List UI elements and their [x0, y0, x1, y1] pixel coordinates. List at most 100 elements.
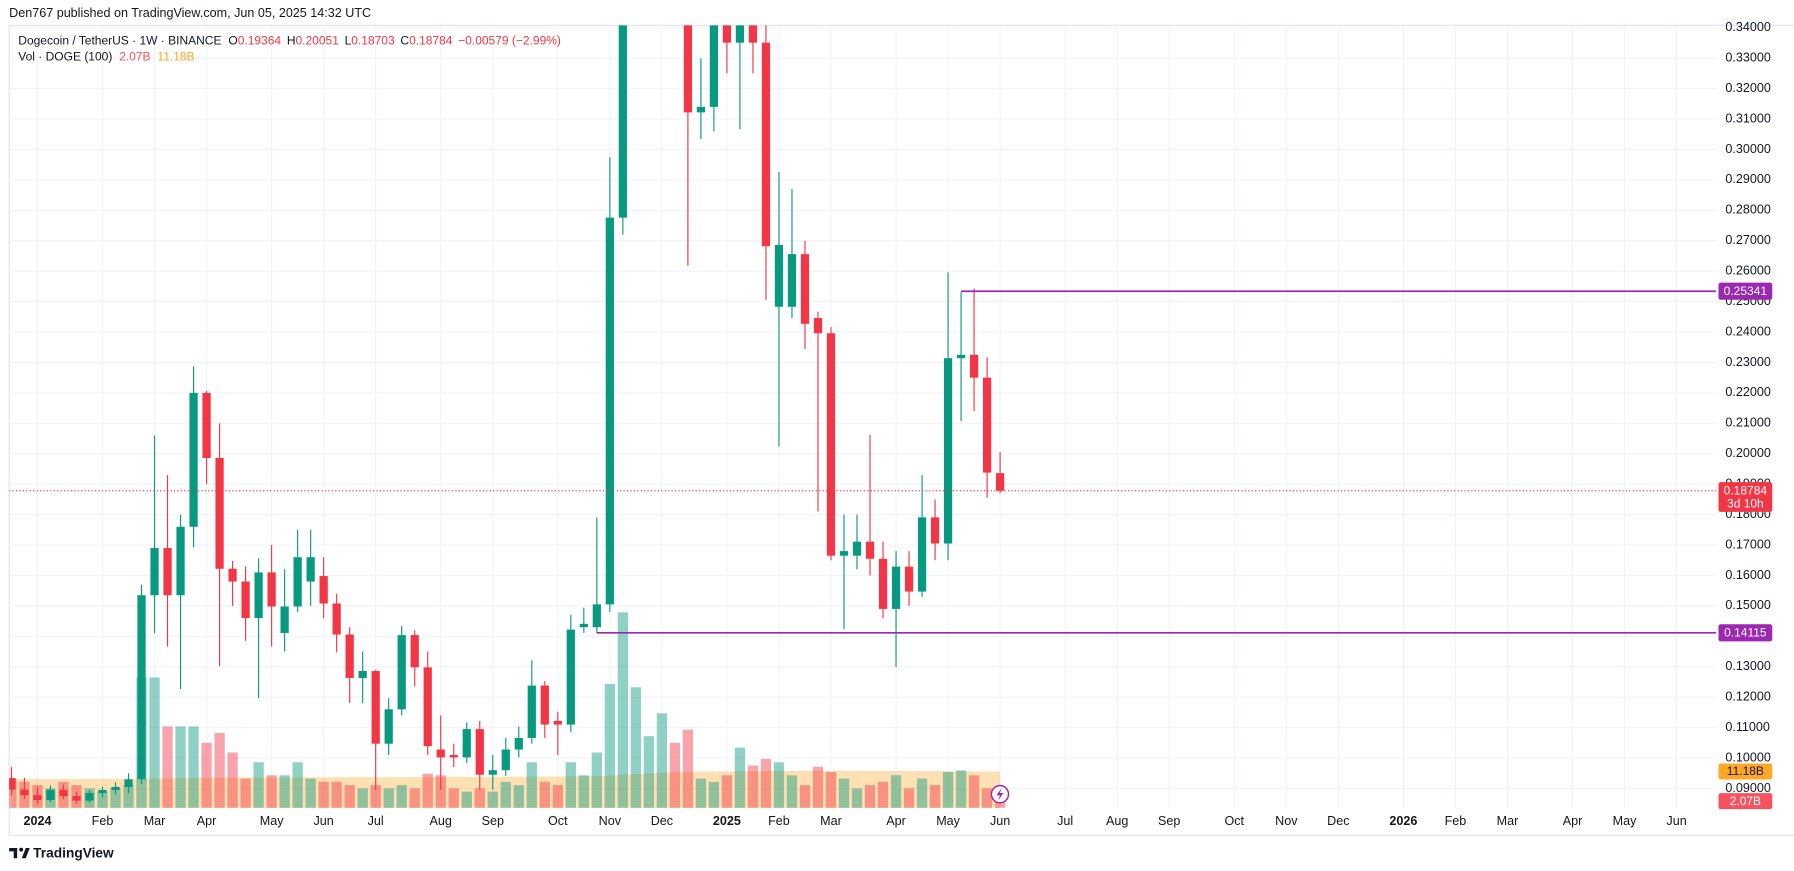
- x-tick-label: Apr: [1563, 814, 1583, 828]
- replay-icon[interactable]: [990, 784, 1010, 804]
- y-tick-label: 0.11000: [1725, 720, 1770, 734]
- candle-body: [839, 551, 849, 556]
- candle-body: [683, 25, 693, 113]
- volume-bar: [513, 785, 524, 808]
- symbol-legend: Dogecoin / TetherUS · 1W · BINANCE O0.193…: [18, 34, 561, 48]
- overlay: 0.34000 0.33000 0.32000 0.31000 0.30000 0.290…: [23, 20, 1773, 828]
- candle-body: [592, 604, 601, 628]
- volume-bar: [942, 772, 954, 808]
- low-value: 0.18703: [351, 34, 395, 48]
- candle-body: [9, 778, 16, 790]
- volume-bar: [253, 762, 264, 808]
- volume-bar: [994, 801, 1006, 808]
- volume-bar: [578, 775, 589, 808]
- candle-body: [111, 786, 120, 790]
- candle-body: [982, 377, 992, 473]
- y-tick-label: 0.23000: [1725, 355, 1770, 369]
- ohlc-letter: L: [345, 34, 352, 48]
- x-tick-label: May: [936, 814, 960, 828]
- candle-body: [618, 25, 627, 218]
- y-tick-label: 0.17000: [1725, 537, 1770, 551]
- replay-bolt[interactable]: [996, 787, 1004, 801]
- candle-body: [410, 635, 419, 668]
- volume-bar: [123, 785, 134, 808]
- candle-body: [33, 795, 42, 801]
- candle-body: [241, 581, 250, 619]
- volume-legend: Vol · DOGE (100) 2.07B 11.18B: [18, 50, 194, 64]
- candle-body: [280, 606, 289, 633]
- candle-body: [995, 473, 1005, 491]
- volume-bar: [890, 775, 902, 808]
- candle-body: [956, 354, 966, 359]
- y-tick-label: 0.33000: [1725, 51, 1770, 65]
- x-tick-label: Nov: [599, 814, 622, 828]
- volume-bar: [695, 778, 707, 808]
- volume-bar: [214, 732, 225, 808]
- footer-brand[interactable]: TradingView: [33, 845, 114, 860]
- candle-body: [774, 245, 784, 307]
- candle-body: [878, 558, 888, 609]
- volume-bar: [604, 684, 615, 808]
- volume-bar: [448, 788, 459, 808]
- x-tick-label: Mar: [1497, 814, 1519, 828]
- y-tick-label: 0.24000: [1725, 324, 1770, 338]
- volume-bar: [331, 781, 342, 808]
- volume-bar: [812, 766, 824, 808]
- volume-bar: [955, 770, 967, 808]
- candle-body: [397, 635, 406, 710]
- footer-logo[interactable]: TradingView: [9, 845, 114, 860]
- x-tick-label: Dec: [1327, 814, 1349, 828]
- x-tick-label: Sep: [482, 814, 504, 828]
- volume-bar: [500, 781, 511, 808]
- volume-bar: [734, 747, 746, 808]
- x-tick-label: May: [1613, 814, 1637, 828]
- x-tick-label: Jun: [990, 814, 1010, 828]
- volume-bar: [721, 775, 733, 808]
- candle-body: [540, 685, 549, 725]
- x-tick-label: Mar: [144, 814, 166, 828]
- x-tick-label: May: [260, 814, 284, 828]
- volume-bar: [773, 762, 785, 808]
- volume-bar: [565, 762, 576, 808]
- volume-bar: [630, 687, 642, 808]
- change-value: −0.00579 (−2.99%): [458, 34, 561, 48]
- x-tick-label: Feb: [92, 814, 114, 828]
- candle-body: [813, 318, 823, 334]
- candle-body: [930, 517, 940, 544]
- candle-body: [124, 779, 133, 787]
- y-tick-label: 0.28000: [1725, 203, 1770, 217]
- y-tick-label: 0.27000: [1725, 233, 1770, 247]
- x-tick-label: Mar: [820, 814, 842, 828]
- volume-bar: [669, 742, 681, 808]
- candle-body: [501, 749, 510, 771]
- logo-slash[interactable]: [21, 847, 30, 859]
- price-badge-label: 0.14115: [1724, 626, 1767, 640]
- y-tick-label: 0.31000: [1725, 111, 1770, 125]
- ohlc-letter: C: [400, 34, 409, 48]
- candle-body: [696, 106, 706, 113]
- volume-bar: [786, 775, 798, 808]
- last-price-label: 0.18784: [1724, 483, 1768, 497]
- candle-body: [332, 603, 341, 635]
- logo-mark[interactable]: [9, 847, 18, 859]
- logo-dot[interactable]: [19, 847, 24, 852]
- y-tick-label: 0.13000: [1725, 659, 1770, 673]
- volume-bar: [643, 736, 655, 808]
- candle-body: [735, 25, 745, 43]
- volume-bar: [656, 713, 668, 808]
- candle-body: [59, 789, 68, 797]
- volume-bar: [708, 781, 720, 808]
- volume-ma-badge-label: 11.18B: [1727, 764, 1764, 778]
- volume-bar: [552, 785, 563, 808]
- volume-bar: [929, 785, 941, 808]
- candle-body: [917, 517, 927, 592]
- volume-bar: [279, 775, 290, 808]
- close-value: 0.18784: [409, 34, 453, 48]
- y-tick-label: 0.30000: [1725, 142, 1770, 156]
- candle-body: [163, 548, 172, 596]
- y-tick-label: 0.16000: [1725, 568, 1770, 582]
- volume-last: 2.07B: [119, 50, 150, 64]
- volume-bar: [838, 778, 850, 808]
